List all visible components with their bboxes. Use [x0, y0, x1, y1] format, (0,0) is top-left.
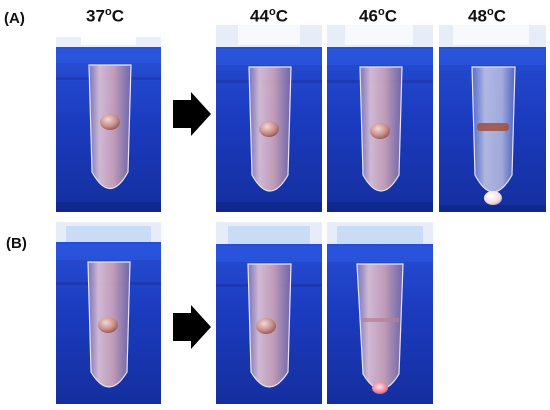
- tube-photo-a-37: [56, 37, 161, 212]
- panel-a-label: (A): [4, 10, 25, 27]
- panel-b-label: (B): [6, 235, 27, 252]
- tube-photo-a-44: [216, 25, 322, 212]
- tube-photo-b-1: [56, 222, 161, 404]
- temp-label-48: 48oC: [468, 6, 506, 26]
- tube-photo-a-48: [439, 25, 546, 212]
- tube-photo-a-46: [327, 25, 433, 212]
- temp-label-44: 44oC: [250, 6, 288, 26]
- tube-photo-b-2: [216, 222, 322, 404]
- right-arrow-icon: [173, 92, 211, 136]
- temp-label-46: 46oC: [359, 6, 397, 26]
- right-arrow-icon: [173, 305, 211, 349]
- temp-label-37: 37oC: [86, 6, 124, 26]
- tube-photo-b-3: [327, 222, 433, 404]
